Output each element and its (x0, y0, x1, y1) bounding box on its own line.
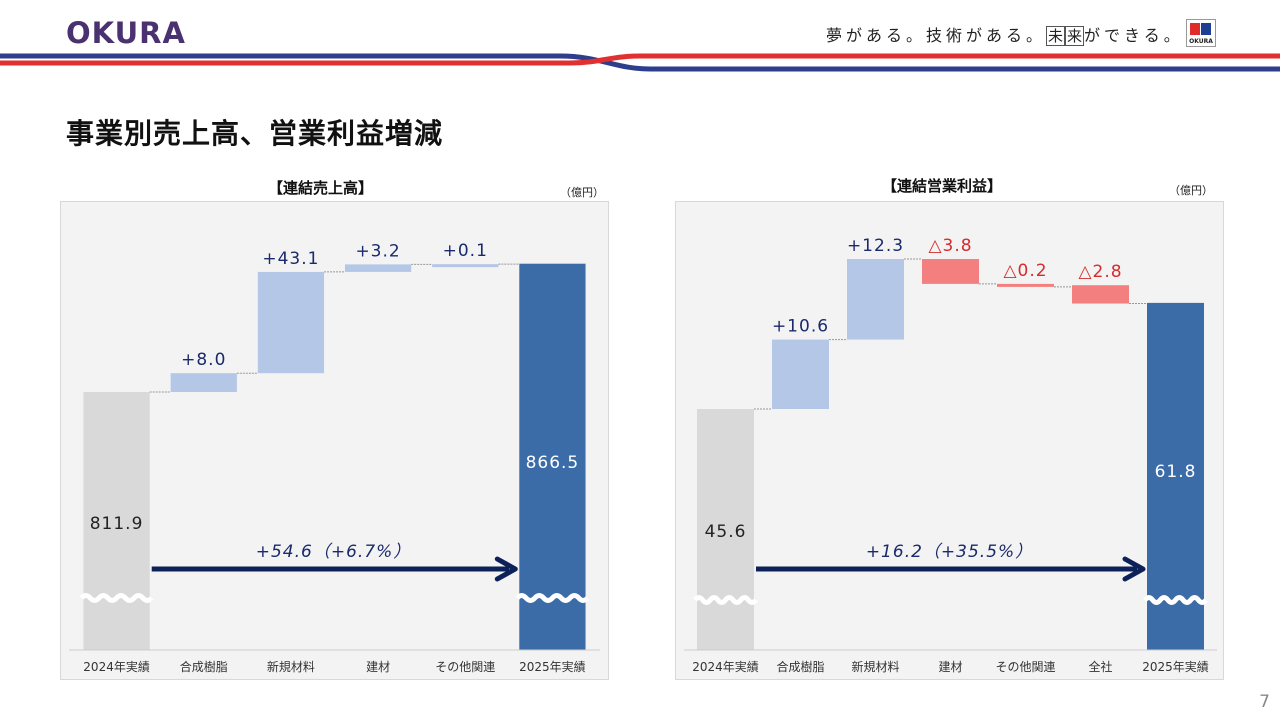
data-label-5: 866.5 (526, 453, 580, 473)
category-label-3: 建材 (366, 660, 390, 674)
corner-logo-blue-square (1201, 23, 1211, 35)
corner-logo-text: OKURA (1189, 38, 1213, 45)
data-label-1: +10.6 (772, 317, 829, 337)
category-label-5: 2025年実績 (519, 659, 586, 674)
axis-break-6 (1143, 595, 1208, 605)
company-logo: OKURA (66, 16, 186, 50)
change-label: +54.6（+6.7%） (256, 542, 412, 562)
data-label-3: △3.8 (928, 236, 972, 256)
category-label-0: 2024年実績 (692, 659, 759, 674)
data-label-0: 45.6 (705, 522, 747, 542)
category-label-2: 新規材料 (267, 659, 315, 674)
page-title: 事業別売上高、営業利益増減 (66, 117, 444, 150)
bar-4 (432, 264, 499, 268)
slogan: 夢がある。技術がある。未来ができる。 (826, 22, 1184, 46)
data-label-2: +12.3 (847, 236, 904, 256)
category-label-3: 建材 (938, 660, 962, 674)
bar-4 (997, 283, 1054, 287)
category-label-1: 合成樹脂 (776, 659, 824, 674)
bar-1 (170, 373, 237, 392)
slogan-boxed-2: 来 (1065, 26, 1085, 46)
profit-chart-panel: 45.6 2024年実績 +10.6 合成樹脂 +12.3 新規材料 △3.8 建材 △0.2 そ… (675, 201, 1224, 680)
data-label-2: +43.1 (262, 249, 319, 269)
axis-break-0 (79, 593, 154, 603)
bar-5 (1072, 285, 1129, 304)
sales-chart-unit: （億円） (560, 186, 604, 199)
bar-1 (772, 339, 829, 409)
change-arrow-head (1122, 556, 1146, 582)
category-label-0: 2024年実績 (83, 659, 150, 674)
stripe-navy-top (0, 53, 1280, 72)
sales-waterfall-chart: 811.9 2024年実績 +8.0 合成樹脂 +43.1 新規材料 +3.2 建材 +0.1 そ… (69, 241, 600, 674)
bar-0 (697, 409, 754, 650)
corner-logo-icon: OKURA (1186, 19, 1216, 47)
header-stripes (0, 53, 1280, 72)
data-label-4: △0.2 (1003, 261, 1047, 281)
bar-2 (257, 271, 325, 374)
slogan-text-2: ができる。 (1084, 26, 1184, 45)
axis-break-5 (515, 593, 590, 603)
profit-waterfall-chart: 45.6 2024年実績 +10.6 合成樹脂 +12.3 新規材料 △3.8 建材 △0.2 そ… (684, 236, 1217, 674)
slogan-text-1: 夢がある。技術がある。 (826, 26, 1047, 45)
bar-0 (83, 392, 150, 650)
bar-3 (922, 259, 979, 284)
change-arrow-head (494, 556, 518, 582)
category-label-1: 合成樹脂 (180, 659, 228, 674)
data-label-4: +0.1 (443, 241, 488, 261)
data-label-0: 811.9 (90, 514, 144, 534)
page-number: 7 (1259, 692, 1270, 712)
profit-chart-unit: （億円） (1169, 184, 1213, 197)
change-label: +16.2（+35.5%） (866, 542, 1033, 562)
stripe-red-middle (0, 53, 1280, 66)
sales-chart-panel: 811.9 2024年実績 +8.0 合成樹脂 +43.1 新規材料 +3.2 建材 +0.1 そ… (60, 201, 609, 680)
profit-chart-title: 【連結営業利益】 (882, 177, 1003, 195)
corner-logo-red-square (1190, 23, 1200, 35)
category-label-6: 2025年実績 (1142, 659, 1209, 674)
category-label-4: その他関連 (995, 660, 1055, 674)
data-label-6: 61.8 (1155, 462, 1197, 482)
bar-5 (519, 263, 586, 650)
bar-2 (847, 259, 904, 340)
category-label-2: 新規材料 (851, 659, 899, 674)
category-label-5: 全社 (1088, 659, 1112, 674)
axis-break-0 (693, 595, 758, 605)
category-label-4: その他関連 (435, 660, 495, 674)
data-label-1: +8.0 (181, 350, 226, 370)
slogan-boxed-1: 未 (1046, 26, 1066, 46)
bar-6 (1147, 302, 1204, 650)
bar-3 (344, 264, 412, 272)
data-label-3: +3.2 (355, 241, 400, 261)
data-label-5: △2.8 (1078, 262, 1122, 282)
sales-chart-title: 【連結売上高】 (268, 179, 374, 197)
